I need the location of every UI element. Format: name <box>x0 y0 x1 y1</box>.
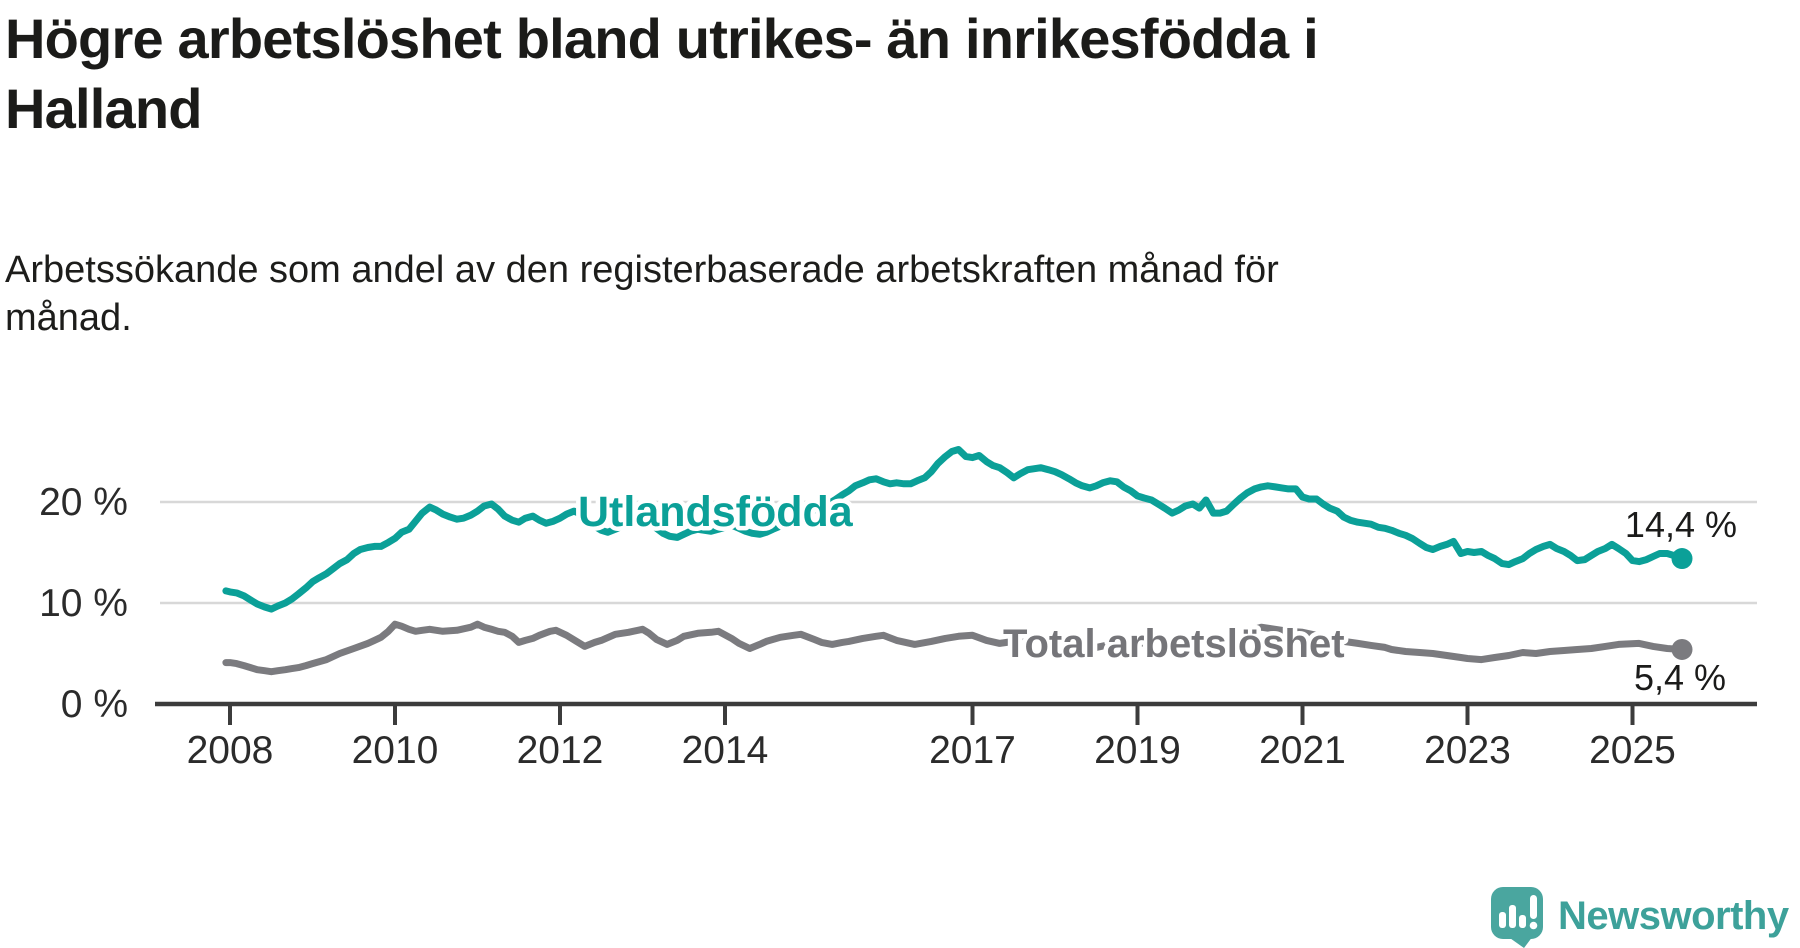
series-label-utlandsfodda: Utlandsfödda <box>578 488 854 536</box>
x-axis-label-2008: 2008 <box>187 729 274 772</box>
chart-subtitle-line1: Arbetssökande som andel av den registerb… <box>5 249 1279 291</box>
page-title: Högre arbetslöshet bland utrikes- än inr… <box>5 4 1685 144</box>
page-title-line1: Högre arbetslöshet bland utrikes- än inr… <box>5 7 1319 70</box>
series-end-dot-utlandsfodda <box>1671 548 1693 570</box>
x-axis-label-2025: 2025 <box>1589 729 1676 772</box>
chart-subtitle: Arbetssökande som andel av den registerb… <box>5 246 1705 342</box>
y-axis-label-0: 0 % <box>61 683 128 726</box>
series-end-dot-total <box>1671 638 1693 660</box>
newsworthy-logo-text: Newsworthy <box>1558 894 1790 938</box>
newsworthy-speech-bubble-chart-icon <box>1491 887 1543 948</box>
chart-subtitle-line2: månad. <box>5 297 132 339</box>
series-line-utlandsfodda <box>222 446 1686 613</box>
x-axis-label-2023: 2023 <box>1424 729 1511 772</box>
series-line-total <box>222 620 1686 676</box>
series-label-total: Total arbetslöshet <box>1003 622 1345 666</box>
x-axis-label-2012: 2012 <box>517 729 604 772</box>
newsworthy-logo: Newsworthy <box>1491 887 1790 948</box>
y-axis-label-20: 20 % <box>39 481 128 524</box>
y-axis-label-10: 10 % <box>39 582 128 625</box>
x-axis-label-2017: 2017 <box>929 729 1016 772</box>
x-axis-label-2014: 2014 <box>682 729 769 772</box>
end-value-label-utlandsfodda: 14,4 % <box>1625 504 1737 545</box>
x-axis-label-2019: 2019 <box>1094 729 1181 772</box>
x-axis-label-2021: 2021 <box>1259 729 1346 772</box>
page-title-line2: Halland <box>5 77 202 140</box>
end-value-label-total: 5,4 % <box>1634 657 1726 698</box>
x-axis-label-2010: 2010 <box>352 729 439 772</box>
